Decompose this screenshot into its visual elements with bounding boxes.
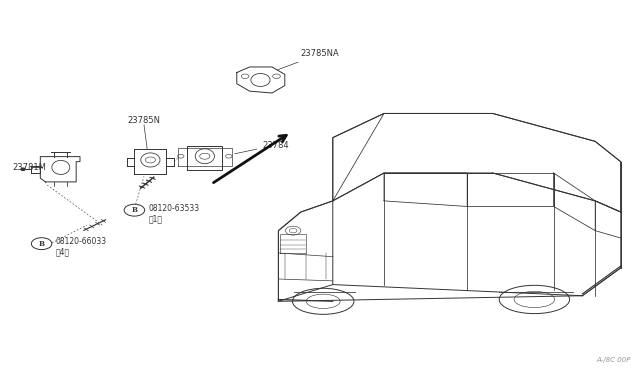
Text: 23781M: 23781M <box>13 163 47 172</box>
Text: B: B <box>131 206 138 214</box>
Circle shape <box>21 168 25 170</box>
Text: 〈4〉: 〈4〉 <box>56 247 70 256</box>
Text: 08120-63533: 08120-63533 <box>148 204 200 213</box>
Text: （1）: （1） <box>148 214 163 223</box>
Text: 23785NA: 23785NA <box>278 49 340 70</box>
Text: 23784: 23784 <box>235 141 289 154</box>
Text: 08120-66033: 08120-66033 <box>56 237 107 246</box>
Text: 23785N: 23785N <box>127 116 161 125</box>
Text: B: B <box>38 240 45 248</box>
Text: A-/8C 00P: A-/8C 00P <box>596 357 630 363</box>
